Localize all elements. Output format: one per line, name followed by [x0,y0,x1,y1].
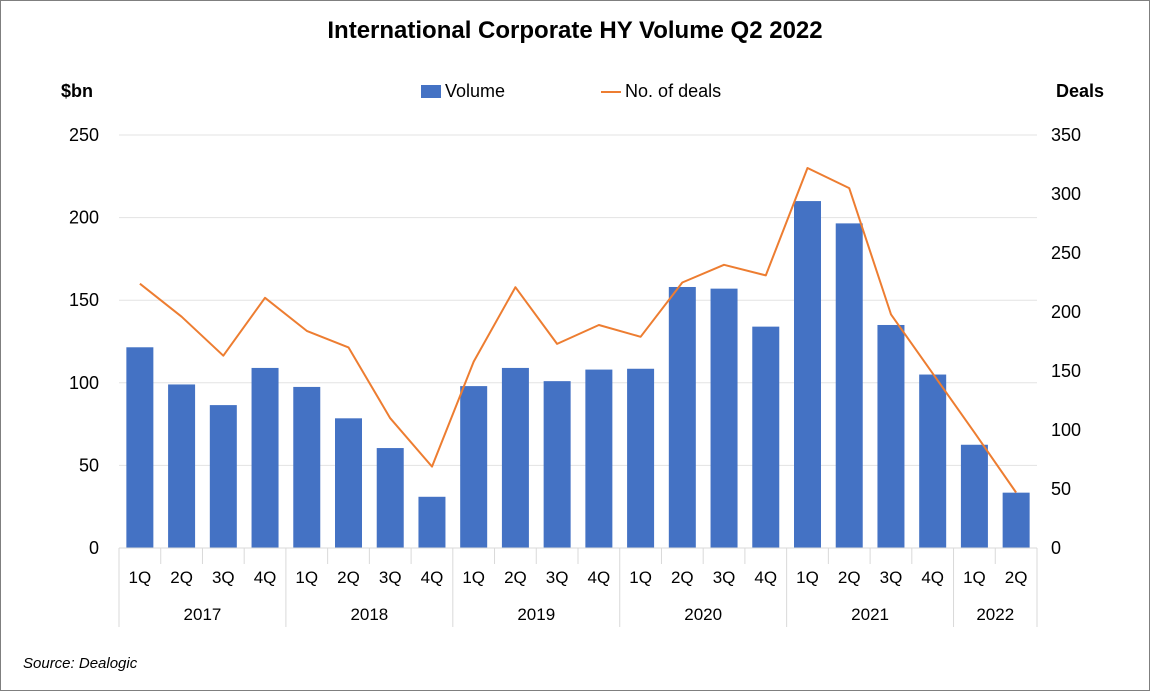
category-label: 2Q [671,568,694,587]
volume-bar [335,418,362,548]
year-label: 2017 [184,605,222,624]
category-label: 2Q [170,568,193,587]
volume-bar [168,384,196,548]
category-label: 3Q [212,568,235,587]
source-note: Source: Dealogic [23,655,138,672]
volume-bar [752,326,780,548]
volume-bar [585,369,613,548]
legend-label-volume: Volume [445,81,506,101]
category-label: 2Q [838,568,861,587]
right-tick-label: 0 [1051,538,1061,558]
right-tick-label: 200 [1051,302,1081,322]
year-label: 2021 [851,605,889,624]
volume-bar [710,288,738,548]
volume-bar [1002,492,1030,548]
category-label: 4Q [254,568,277,587]
deals-line [139,167,1017,494]
volume-bar [376,448,404,548]
right-tick-label: 100 [1051,420,1081,440]
volume-bar [668,286,696,548]
volume-bar [418,496,446,548]
right-tick-label: 50 [1051,479,1071,499]
volume-bar [460,386,488,548]
left-tick-label: 250 [69,125,99,145]
legend: Volume No. of deals [421,81,817,102]
legend-swatch-volume [421,85,441,98]
left-tick-label: 0 [89,538,99,558]
volume-bar [794,201,821,548]
volume-bar [835,223,863,548]
year-label: 2019 [517,605,555,624]
left-tick-label: 200 [69,208,99,228]
left-axis-unit: $bn [61,81,94,101]
chart-title: International Corporate HY Volume Q2 202… [327,17,823,44]
right-tick-label: 150 [1051,361,1081,381]
year-label: 2022 [976,605,1014,624]
right-tick-label: 300 [1051,184,1081,204]
right-tick-label: 350 [1051,125,1081,145]
volume-bar [501,367,529,548]
volume-bar [293,386,321,548]
legend-item-volume: Volume [421,81,505,102]
category-label: 3Q [379,568,402,587]
right-tick-label: 250 [1051,243,1081,263]
year-label: 2020 [684,605,722,624]
category-label: 2Q [504,568,527,587]
volume-bar [960,444,988,548]
category-label: 2Q [1005,568,1028,587]
category-label: 1Q [796,568,819,587]
category-label: 4Q [754,568,777,587]
category-label: 1Q [963,568,986,587]
volume-bar [543,381,571,548]
category-label: 3Q [880,568,903,587]
year-label: 2018 [350,605,388,624]
right-axis-unit: Deals [1056,81,1105,101]
volume-bar [877,324,905,548]
volume-bar [126,347,154,548]
left-tick-label: 100 [69,373,99,393]
legend-label-deals: No. of deals [625,81,722,101]
legend-swatch-deals [601,90,622,93]
category-label: 1Q [462,568,485,587]
category-label: 4Q [421,568,444,587]
category-label: 2Q [337,568,360,587]
category-label: 4Q [921,568,944,587]
category-label: 3Q [546,568,569,587]
legend-item-deals: No. of deals [601,81,721,102]
category-label: 1Q [295,568,318,587]
left-tick-label: 150 [69,290,99,310]
volume-bar [919,374,947,548]
volume-bar [209,405,237,548]
volume-bar [627,368,655,548]
category-label: 1Q [129,568,152,587]
left-tick-label: 50 [79,455,99,475]
category-label: 1Q [629,568,652,587]
category-label: 3Q [713,568,736,587]
volume-bar [251,367,279,548]
category-label: 4Q [588,568,611,587]
